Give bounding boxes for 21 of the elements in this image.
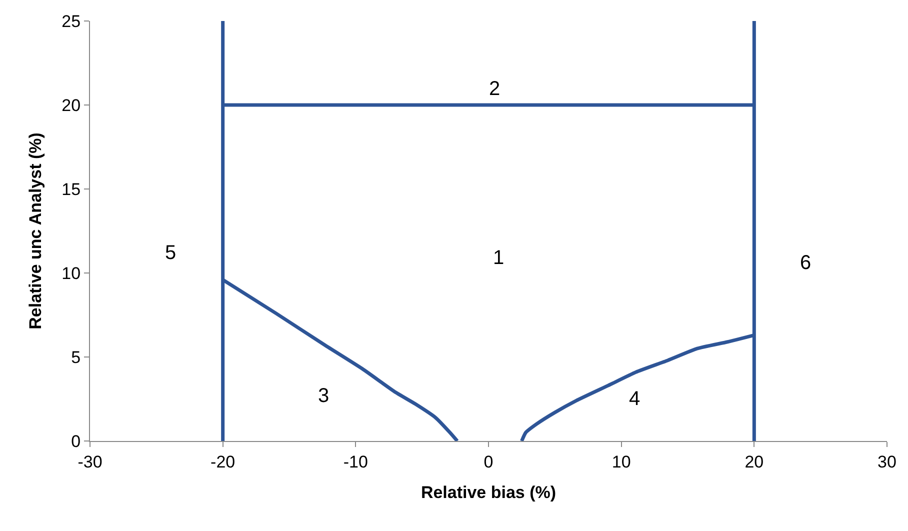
annotation: 6 [800, 252, 812, 274]
annotation: 2 [489, 78, 500, 100]
x-tick-label: 0 [484, 452, 494, 472]
x-tick-label: -10 [343, 452, 368, 472]
x-tick-label: -20 [210, 452, 236, 472]
y-tick-label: 15 [62, 180, 81, 199]
x-tick-label: 20 [744, 452, 764, 472]
annotation: 4 [629, 388, 640, 410]
y-tick-label: 25 [62, 12, 81, 31]
y-tick-label: 5 [71, 348, 81, 367]
annotation: 5 [165, 242, 176, 264]
y-tick-label: 0 [71, 432, 81, 451]
annotation: 3 [318, 385, 330, 407]
x-tick-label: 10 [612, 452, 631, 472]
x-tick-label: 30 [878, 452, 896, 472]
x-tick-label: -30 [78, 452, 102, 472]
annotation: 1 [493, 247, 504, 269]
y-tick-label: 10 [62, 264, 81, 283]
x-axis-title: Relative bias (%) [420, 482, 556, 502]
y-axis-title: Relative unc Analyst (%) [26, 132, 46, 330]
y-tick-label: 20 [62, 96, 81, 115]
